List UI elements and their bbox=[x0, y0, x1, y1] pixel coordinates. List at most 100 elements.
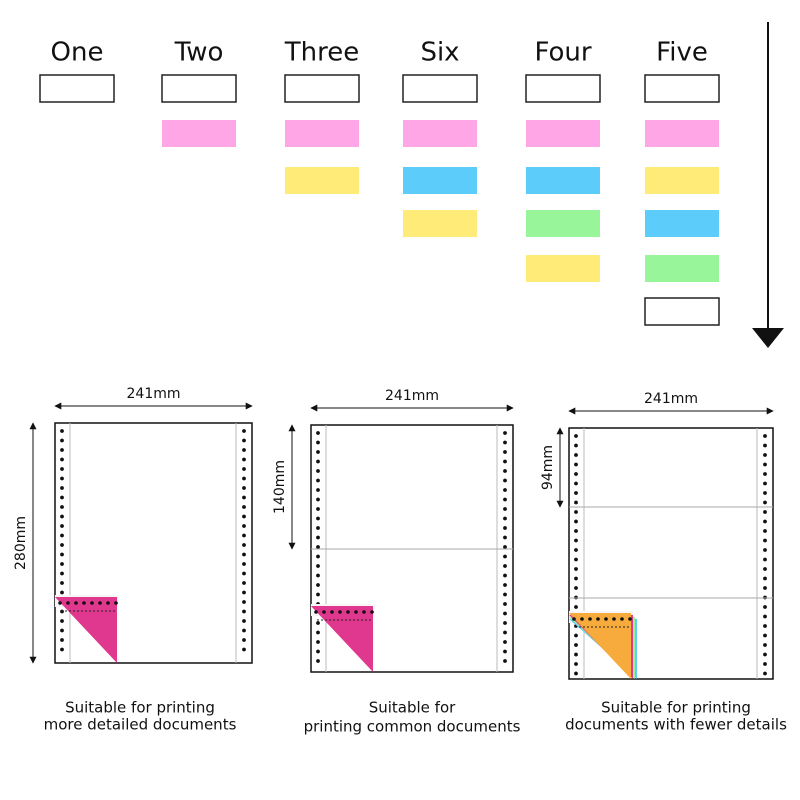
sprocket-hole bbox=[242, 486, 246, 490]
height-label: 94mm bbox=[540, 445, 556, 490]
sprocket-hole bbox=[242, 429, 246, 433]
column-label: Two bbox=[174, 38, 224, 68]
sprocket-hole bbox=[242, 628, 246, 633]
sprocket-hole bbox=[763, 662, 767, 666]
curl-hole bbox=[362, 610, 366, 614]
sprocket-hole bbox=[503, 640, 507, 644]
sprocket-hole bbox=[574, 662, 578, 666]
sprocket-hole bbox=[316, 649, 320, 654]
sprocket-hole bbox=[316, 621, 320, 625]
sprocket-hole bbox=[763, 538, 767, 543]
sprocket-hole bbox=[574, 491, 578, 495]
sprocket-hole bbox=[316, 478, 320, 483]
sprocket-hole bbox=[503, 592, 507, 597]
curl-hole bbox=[354, 610, 358, 614]
curl-hole bbox=[620, 617, 624, 621]
sprocket-hole bbox=[763, 529, 767, 533]
sprocket-hole bbox=[316, 554, 320, 559]
sprocket-hole bbox=[574, 529, 578, 533]
sprocket-hole bbox=[574, 586, 578, 590]
curl-hole bbox=[346, 610, 350, 614]
curl-hole bbox=[98, 601, 102, 605]
sprocket-hole bbox=[60, 543, 64, 547]
column-label: Six bbox=[420, 38, 459, 68]
caption-line: printing common documents bbox=[304, 718, 521, 736]
ply bbox=[645, 167, 719, 194]
ply bbox=[284, 74, 360, 103]
sprocket-hole bbox=[242, 533, 246, 538]
sprocket-hole bbox=[60, 628, 64, 633]
sprocket-hole bbox=[60, 552, 64, 557]
sprocket-hole bbox=[503, 440, 507, 445]
sprocket-hole bbox=[503, 488, 507, 492]
curl-hole bbox=[370, 610, 374, 614]
sprocket-hole bbox=[316, 497, 320, 502]
sprocket-hole bbox=[574, 567, 578, 571]
sprocket-hole bbox=[316, 545, 320, 549]
curl-hole bbox=[580, 617, 584, 621]
sprocket-hole bbox=[503, 516, 507, 521]
sprocket-hole bbox=[60, 524, 64, 528]
curl-hole bbox=[612, 617, 616, 621]
sprocket-hole bbox=[574, 671, 578, 676]
sprocket-hole bbox=[763, 500, 767, 505]
sprocket-hole bbox=[60, 438, 64, 443]
sprocket-hole bbox=[60, 467, 64, 471]
sprocket-hole bbox=[242, 457, 246, 462]
sprocket-hole bbox=[503, 621, 507, 625]
sprocket-hole bbox=[316, 573, 320, 578]
ply bbox=[645, 210, 719, 237]
sprocket-hole bbox=[574, 652, 578, 657]
caption-line: more detailed documents bbox=[44, 716, 237, 734]
ply bbox=[526, 167, 600, 194]
sprocket-hole bbox=[574, 462, 578, 467]
sprocket-hole bbox=[242, 524, 246, 528]
sprocket-hole bbox=[60, 581, 64, 585]
sprocket-hole bbox=[60, 505, 64, 509]
sprocket-hole bbox=[316, 507, 320, 511]
sprocket-hole bbox=[763, 614, 767, 619]
sprocket-hole bbox=[763, 453, 767, 457]
sprocket-hole bbox=[574, 434, 578, 438]
width-label: 241mm bbox=[127, 386, 181, 402]
ply bbox=[526, 120, 600, 147]
curl-hole bbox=[106, 601, 110, 605]
ply bbox=[39, 74, 115, 103]
caption-line: Suitable for bbox=[369, 699, 456, 717]
sprocket-hole bbox=[763, 557, 767, 562]
width-label: 241mm bbox=[644, 391, 698, 407]
sprocket-hole bbox=[763, 624, 767, 628]
sprocket-hole bbox=[574, 481, 578, 486]
sprocket-hole bbox=[763, 586, 767, 590]
ply bbox=[645, 255, 719, 282]
ply bbox=[285, 120, 359, 147]
ply bbox=[403, 120, 477, 147]
curl-hole bbox=[322, 610, 326, 614]
sprocket-hole bbox=[503, 573, 507, 578]
ply bbox=[402, 74, 478, 103]
sprocket-hole bbox=[503, 469, 507, 473]
sprocket-hole bbox=[763, 576, 767, 581]
sprocket-hole bbox=[503, 630, 507, 635]
ply bbox=[403, 167, 477, 194]
ply bbox=[526, 210, 600, 237]
sprocket-hole bbox=[60, 429, 64, 433]
sprocket-hole bbox=[574, 643, 578, 647]
sprocket-hole bbox=[316, 583, 320, 587]
sprocket-hole bbox=[242, 571, 246, 576]
sprocket-hole bbox=[242, 609, 246, 614]
sprocket-hole bbox=[316, 535, 320, 540]
sprocket-hole bbox=[574, 557, 578, 562]
sprocket-hole bbox=[316, 450, 320, 454]
sprocket-hole bbox=[503, 450, 507, 454]
sprocket-hole bbox=[574, 633, 578, 638]
sprocket-hole bbox=[763, 472, 767, 476]
curl-layer bbox=[569, 613, 631, 679]
sprocket-hole bbox=[503, 545, 507, 549]
curl-hole bbox=[74, 601, 78, 605]
sprocket-hole bbox=[316, 431, 320, 435]
sprocket-hole bbox=[316, 592, 320, 597]
sprocket-hole bbox=[763, 671, 767, 676]
